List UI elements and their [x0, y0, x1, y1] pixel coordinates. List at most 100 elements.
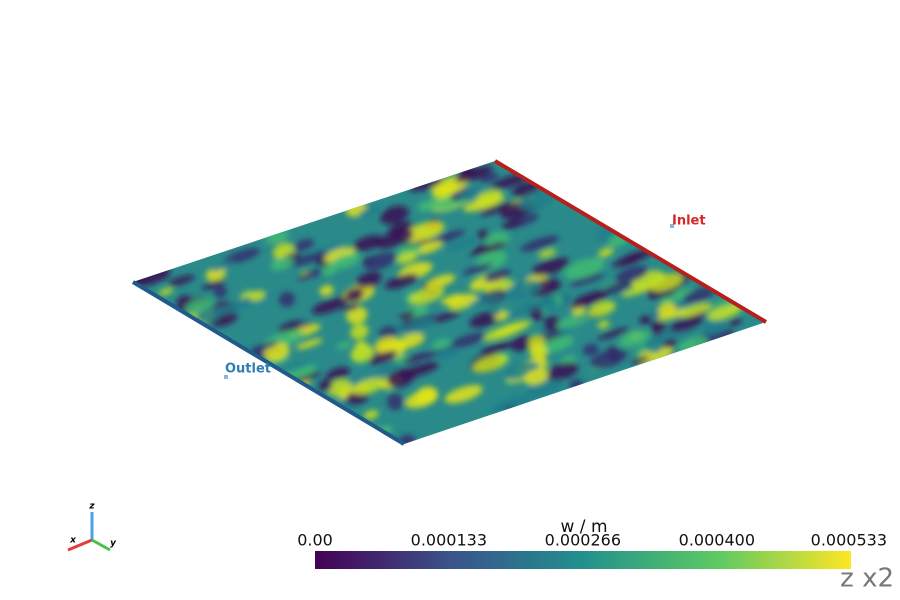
field-patch — [598, 247, 614, 258]
field-patch — [223, 248, 261, 264]
field-patch — [426, 229, 439, 237]
field-patch — [618, 330, 651, 348]
outlet-marker — [224, 375, 228, 379]
field-patch — [412, 241, 443, 255]
field-patch — [318, 379, 333, 392]
field-patch — [479, 172, 499, 183]
field-patch — [682, 287, 715, 304]
field-patch — [205, 266, 226, 282]
field-patch — [524, 368, 550, 385]
field-patch — [477, 229, 490, 240]
field-patch — [493, 401, 512, 412]
field-patch — [555, 312, 593, 329]
field-patch — [660, 288, 696, 304]
field-patch — [296, 268, 328, 281]
field-patch — [346, 306, 368, 325]
field-patch — [588, 300, 616, 317]
outlet-label: Outlet — [225, 362, 271, 377]
colorbar-tick-label: 0.00 — [297, 531, 333, 550]
scale-note: z x2 — [840, 564, 894, 594]
field-patch — [510, 335, 534, 352]
field-patch — [469, 310, 503, 328]
field-patch — [379, 360, 399, 374]
field-patch — [350, 324, 369, 340]
field-patch — [386, 393, 404, 411]
field-patch — [336, 341, 351, 350]
field-patch — [270, 256, 295, 271]
field-patch — [639, 315, 653, 325]
field-patch — [375, 229, 414, 249]
field-patch — [657, 308, 688, 321]
field-patch — [503, 361, 540, 380]
field-patch — [485, 279, 514, 294]
field-patch — [469, 293, 503, 307]
field-patch — [374, 336, 399, 353]
colorbar-tick-label: 0.000533 — [811, 531, 887, 550]
field-patch — [570, 272, 605, 287]
field-patch — [522, 297, 552, 312]
field-patch — [707, 304, 743, 321]
field-patch — [379, 205, 409, 225]
field-patch — [472, 354, 509, 373]
field-patch — [570, 294, 608, 309]
field-patch — [518, 189, 556, 211]
field-patch — [444, 385, 483, 404]
field-patch — [644, 335, 665, 354]
field-patch — [590, 348, 628, 369]
field-patch — [358, 205, 383, 218]
field-patch — [564, 257, 605, 280]
field-patch — [311, 297, 348, 315]
field-patch — [491, 173, 528, 190]
surface-field — [133, 165, 743, 444]
field-patch — [368, 350, 398, 365]
field-patch — [648, 273, 684, 292]
colorbar — [315, 551, 851, 569]
colorbar-tick-label: 0.000133 — [411, 531, 487, 550]
axis-x: x — [69, 536, 77, 546]
field-patch — [529, 343, 548, 361]
field-patch — [475, 189, 503, 208]
field-patch — [278, 291, 296, 307]
field-patch — [428, 311, 461, 324]
field-patch — [455, 165, 493, 183]
field-patch — [458, 186, 487, 201]
field-patch — [396, 251, 418, 264]
field-patch — [597, 320, 610, 329]
inlet-label: Inlet — [672, 214, 706, 229]
field-patch — [662, 339, 677, 349]
field-patch — [347, 370, 387, 385]
field-patch — [356, 271, 382, 288]
field-patch — [431, 339, 451, 350]
field-patch — [249, 341, 279, 353]
colorbar-title: w / m — [561, 517, 608, 537]
field-patch — [325, 366, 350, 381]
field-patch — [483, 269, 511, 283]
field-patch — [210, 261, 235, 272]
field-patch — [409, 286, 445, 305]
field-patch — [345, 287, 364, 303]
field-patch — [701, 317, 728, 336]
field-patch — [501, 219, 522, 230]
field-patch — [195, 306, 223, 324]
field-patch — [323, 247, 356, 263]
field-patch — [295, 338, 323, 350]
field-patch — [415, 386, 438, 405]
field-patch — [520, 235, 560, 252]
field-patch — [677, 302, 712, 318]
field-patch — [213, 285, 228, 298]
colorbar-tick-label: 0.000400 — [679, 531, 755, 550]
field-patch — [546, 362, 579, 381]
field-patch — [543, 315, 561, 333]
outlet-edge — [131, 280, 406, 446]
field-patch — [330, 253, 361, 270]
field-patch — [597, 327, 630, 340]
field-patch — [582, 343, 599, 356]
field-patch — [352, 377, 385, 395]
field-patch — [352, 235, 383, 252]
axis-z: z — [88, 502, 95, 512]
field-patch — [350, 344, 375, 363]
field-patch — [397, 434, 416, 444]
field-patch — [669, 315, 704, 333]
